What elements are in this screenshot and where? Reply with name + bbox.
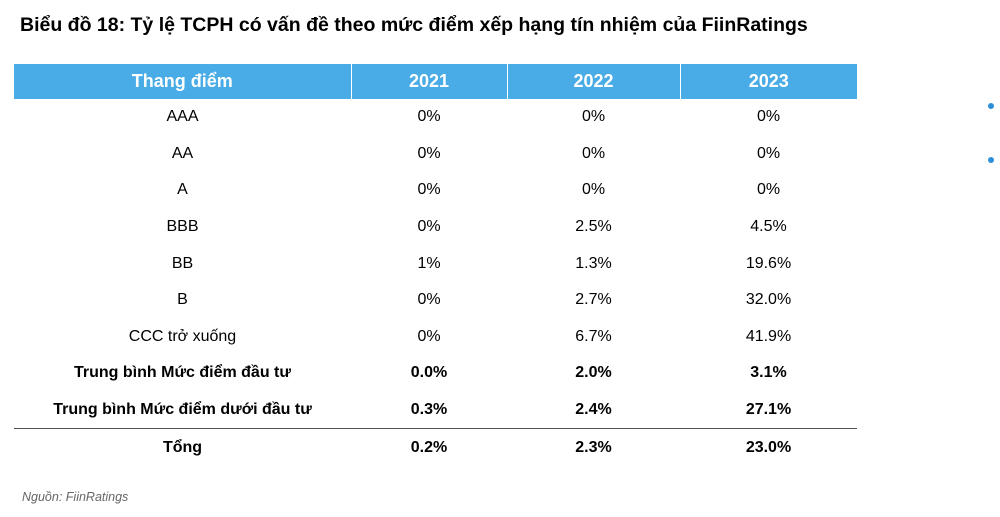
table-row: AAA 0% 0% 0% <box>14 99 857 136</box>
column-header-2022: 2022 <box>507 64 681 99</box>
cell-2022: 2.7% <box>575 291 612 309</box>
table-row: AA 0% 0% 0% <box>14 136 857 173</box>
row-label: CCC trở xuống <box>128 327 237 345</box>
table-row: B 0% 2.7% 32.0% <box>14 282 857 319</box>
cell-2023: 0% <box>756 144 781 162</box>
cell-2023: 32.0% <box>745 291 792 309</box>
total-2023: 23.0% <box>680 428 857 467</box>
rating-table: Thang điểm 2021 2022 2023 AAA 0% 0% 0% A… <box>14 64 857 467</box>
cell-2023: 0% <box>756 181 781 199</box>
row-label: Trung bình Mức điểm đầu tư <box>74 364 291 382</box>
cell-2021: 0% <box>417 291 441 309</box>
cell-2021: 0% <box>417 218 441 236</box>
row-label: BB <box>171 254 194 272</box>
cell-2022: 2.0% <box>575 364 612 382</box>
table-row-average-sub-investment-grade: Trung bình Mức điểm dưới đầu tư 0.3% 2.4… <box>14 392 857 429</box>
row-label: AA <box>171 144 194 162</box>
column-header-2023: 2023 <box>680 64 857 99</box>
source-note: Nguồn: FiinRatings <box>22 490 129 504</box>
column-header-2021: 2021 <box>351 64 508 99</box>
cell-2021: 0% <box>417 181 441 199</box>
bullet-dot-icon <box>988 103 994 109</box>
cell-2022: 0% <box>581 181 606 199</box>
cell-2023: 3.1% <box>750 364 787 382</box>
cell-2022: 0% <box>581 108 606 126</box>
row-label: A <box>177 181 188 199</box>
chart-title: Biểu đồ 18: Tỷ lệ TCPH có vấn đề theo mứ… <box>20 14 808 36</box>
cell-2021: 0% <box>417 327 441 345</box>
total-2021: 0.2% <box>351 428 507 467</box>
cell-2023: 19.6% <box>745 254 792 272</box>
bullet-dot-icon <box>988 157 994 163</box>
table-row: BBB 0% 2.5% 4.5% <box>14 209 857 246</box>
row-label: B <box>177 291 188 309</box>
cell-2022: 0% <box>581 144 606 162</box>
row-label: AAA <box>166 108 199 126</box>
table-row: A 0% 0% 0% <box>14 172 857 209</box>
cell-2021: 0.0% <box>410 364 448 382</box>
total-2022: 2.3% <box>507 428 680 467</box>
total-label: Tổng <box>14 428 351 467</box>
table-row: BB 1% 1.3% 19.6% <box>14 245 857 282</box>
row-label: BBB <box>166 218 199 236</box>
cell-2021: 0.3% <box>410 401 448 419</box>
cell-2023: 0% <box>756 108 781 126</box>
cell-2023: 4.5% <box>750 218 787 236</box>
cell-2021: 0% <box>417 108 441 126</box>
cell-2022: 2.4% <box>575 401 612 419</box>
cell-2022: 6.7% <box>575 327 612 345</box>
cell-2022: 1.3% <box>575 254 612 272</box>
cell-2023: 41.9% <box>745 327 792 345</box>
cell-2023: 27.1% <box>745 401 792 419</box>
table-row-average-investment-grade: Trung bình Mức điểm đầu tư 0.0% 2.0% 3.1… <box>14 355 857 392</box>
table-row-total: Tổng 0.2% 2.3% 23.0% <box>14 428 857 467</box>
row-label: Trung bình Mức điểm dưới đầu tư <box>53 401 312 419</box>
cell-2021: 0% <box>417 144 441 162</box>
column-header-rating-scale: Thang điểm <box>14 64 352 99</box>
table-header-row: Thang điểm 2021 2022 2023 <box>14 64 857 99</box>
cell-2021: 1% <box>417 254 441 272</box>
cell-2022: 2.5% <box>575 218 612 236</box>
table-row: CCC trở xuống 0% 6.7% 41.9% <box>14 319 857 356</box>
